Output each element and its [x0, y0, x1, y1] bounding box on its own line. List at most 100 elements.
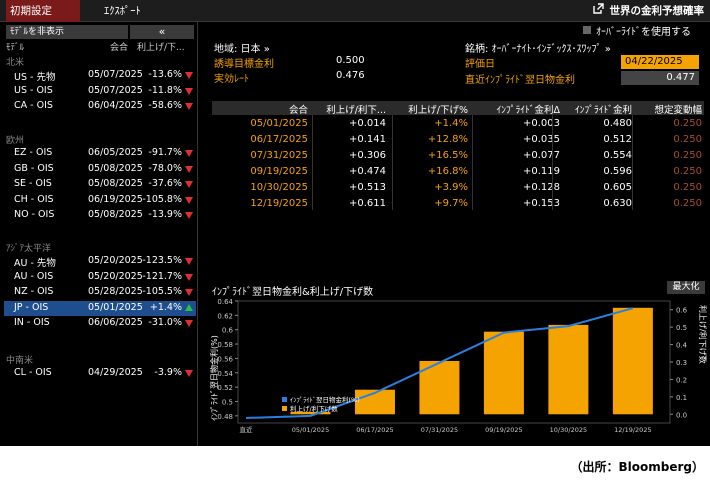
model-row[interactable]: AU - 先物 05/20/2025 -123.5% — [4, 254, 196, 269]
model-name: CH - OIS — [14, 193, 54, 205]
th-hike-cut[interactable]: 利上げ/利下... — [326, 105, 386, 116]
model-row[interactable]: US - OIS 05/07/2025 -11.8% — [4, 84, 196, 99]
meeting-date: 05/07/2025 — [88, 84, 143, 96]
right-axis-tick-label: 0.0 — [676, 411, 687, 419]
window-title: 世界の金利予想確率 — [592, 0, 705, 22]
meeting-date: 06/19/2025 — [88, 193, 143, 205]
hide-model-button[interactable]: ﾓﾃﾞﾙを非表示 — [6, 25, 128, 39]
x-axis-tick-label: 07/31/2025 — [421, 426, 458, 434]
th-meeting[interactable]: 会合 — [288, 105, 308, 116]
hike-pct-cell: +16.8% — [427, 166, 468, 177]
x-axis-tick-label: 10/30/2025 — [550, 426, 587, 434]
region-heading: ｱｼﾞｱ太平洋 — [6, 244, 52, 254]
model-row[interactable]: CH - OIS 06/19/2025 -105.8% — [4, 193, 196, 208]
hike-cut-value: -3.9% — [154, 367, 182, 378]
legend-swatch-line — [282, 397, 287, 402]
model-name: IN - OIS — [14, 317, 50, 329]
hike-cut-cell: +0.014 — [348, 118, 386, 129]
collapse-button[interactable]: « — [130, 25, 194, 39]
model-name: JP - OIS — [14, 301, 49, 313]
table-row[interactable]: 09/19/2025 +0.474 +16.8% +0.119 0.596 0.250 — [212, 164, 704, 180]
hike-cut-value: -13.9% — [148, 209, 182, 221]
hike-cut-value: -58.6% — [148, 100, 182, 112]
header-hike-cut[interactable]: 利上げ/下... — [137, 43, 185, 53]
meeting-date: 04/29/2025 — [88, 367, 143, 378]
effective-rate-value: 0.476 — [336, 70, 365, 81]
model-row[interactable]: SE - OIS 05/08/2025 -37.6% — [4, 177, 196, 192]
export-button[interactable]: ｴｸｽﾎﾟｰﾄ — [104, 5, 141, 17]
th-hike-pct[interactable]: 利上げ/下げ% — [408, 105, 468, 116]
hike-cut-value: -91.7% — [148, 147, 182, 158]
override-checkbox[interactable] — [583, 26, 591, 34]
header-meeting[interactable]: 会合 — [110, 43, 129, 53]
left-axis-tick-label: 0.54 — [217, 370, 233, 378]
meeting-date: 06/05/2025 — [88, 147, 143, 158]
implied-rate-cell: 0.605 — [603, 182, 632, 193]
model-name: NZ - OIS — [14, 286, 54, 298]
meeting-date: 05/08/2025 — [88, 209, 143, 221]
table-row[interactable]: 07/31/2025 +0.306 +16.5% +0.077 0.554 0.250 — [212, 148, 704, 164]
hike-cut-value: -78.0% — [148, 162, 182, 174]
toolbar: 初期設定 ｴｸｽﾎﾟｰﾄ 世界の金利予想確率 — [0, 0, 710, 22]
model-row[interactable]: NZ - OIS 05/28/2025 -105.5% — [4, 285, 196, 300]
maximize-button[interactable]: 最大化 — [667, 281, 705, 294]
col-divider — [312, 115, 313, 210]
th-implied-rate[interactable]: ｲﾝﾌﾟﾗｲﾄﾞ金利 — [574, 105, 632, 116]
hike-cut-value: -11.8% — [148, 84, 182, 96]
meeting-date: 05/01/2025 — [88, 301, 143, 313]
model-row[interactable]: IN - OIS 06/06/2025 -31.0% — [4, 316, 196, 331]
model-row[interactable]: JP - OIS 05/01/2025 +1.4% — [4, 300, 196, 316]
model-row[interactable]: CL - OIS 04/29/2025 -3.9% — [4, 366, 196, 381]
model-row[interactable]: CA - OIS 06/04/2025 -58.6% — [4, 99, 196, 114]
left-axis-tick-label: 0.56 — [217, 355, 233, 363]
table-row[interactable]: 10/30/2025 +0.513 +3.9% +0.128 0.605 0.250 — [212, 180, 704, 196]
ticker-selector[interactable]: 銘柄: ｵｰﾊﾞｰﾅｲﾄ･ｲﾝﾃﾞｯｸｽ･ｽﾜｯﾌﾟ » — [465, 44, 611, 55]
col-divider — [552, 115, 553, 210]
implied-rate-input[interactable]: 0.477 — [621, 71, 699, 85]
right-axis-title: 利上げ/利下げ数 — [698, 305, 708, 364]
table-row[interactable]: 05/01/2025 +0.014 +1.4% +0.003 0.480 0.250 — [212, 116, 704, 132]
hike-cut-value: -37.6% — [148, 178, 182, 190]
col-divider — [392, 115, 393, 210]
meeting-date: 05/08/2025 — [88, 162, 143, 174]
eval-date-label: 評価日 — [465, 59, 495, 70]
implied-delta-cell: +0.077 — [522, 150, 560, 161]
meeting-cell: 12/19/2025 — [250, 198, 308, 209]
region-heading: 北米 — [6, 58, 25, 68]
model-row[interactable]: US - 先物 05/07/2025 -13.6% — [4, 68, 196, 83]
hike-cut-cell: +0.611 — [348, 198, 386, 209]
header-model[interactable]: ﾓﾃﾞﾙ — [6, 43, 25, 53]
eval-date-input[interactable]: 04/22/2025 — [621, 55, 699, 69]
settings-button[interactable]: 初期設定 — [6, 0, 80, 22]
region-selector[interactable]: 地域: 日本 » — [214, 44, 270, 55]
down-triangle-icon — [185, 72, 193, 79]
model-row[interactable]: GB - OIS 05/08/2025 -78.0% — [4, 162, 196, 177]
window-title-text: 世界の金利予想確率 — [609, 5, 705, 17]
down-triangle-icon — [185, 196, 193, 204]
right-axis-tick-label: 0.6 — [676, 307, 688, 315]
model-name: AU - 先物 — [14, 258, 56, 269]
down-triangle-icon — [185, 370, 193, 377]
external-link-icon[interactable] — [592, 0, 604, 22]
implied-delta-cell: +0.119 — [522, 166, 560, 177]
th-implied-delta[interactable]: ｲﾝﾌﾟﾗｲﾄﾞ金利Δ — [496, 105, 561, 116]
model-row[interactable]: NO - OIS 05/08/2025 -13.9% — [4, 208, 196, 223]
model-name: EZ - OIS — [14, 147, 53, 158]
model-row[interactable]: AU - OIS 05/20/2025 -121.7% — [4, 270, 196, 285]
hike-cut-cell: +0.513 — [348, 182, 386, 193]
expected-range-cell: 0.250 — [673, 134, 702, 145]
model-name: CA - OIS — [14, 100, 53, 112]
hike-cut-value: +1.4% — [149, 301, 182, 313]
implied-rate-cell: 0.480 — [603, 118, 632, 129]
table-row[interactable]: 06/17/2025 +0.141 +12.8% +0.035 0.512 0.250 — [212, 132, 704, 148]
model-row[interactable]: EZ - OIS 06/05/2025 -91.7% — [4, 146, 196, 161]
table-row[interactable]: 12/19/2025 +0.611 +9.7% +0.153 0.630 0.250 — [212, 196, 704, 212]
target-rate-value: 0.500 — [336, 55, 365, 66]
model-name: NO - OIS — [14, 209, 55, 221]
model-name: AU - OIS — [14, 270, 54, 282]
hike-cut-bar — [483, 331, 524, 415]
right-axis-tick-label: 0.4 — [676, 342, 688, 350]
th-expected-range[interactable]: 想定変動幅 — [654, 105, 702, 116]
hike-cut-value: -13.6% — [148, 69, 182, 80]
left-axis-tick-label: 0.5 — [222, 398, 233, 406]
